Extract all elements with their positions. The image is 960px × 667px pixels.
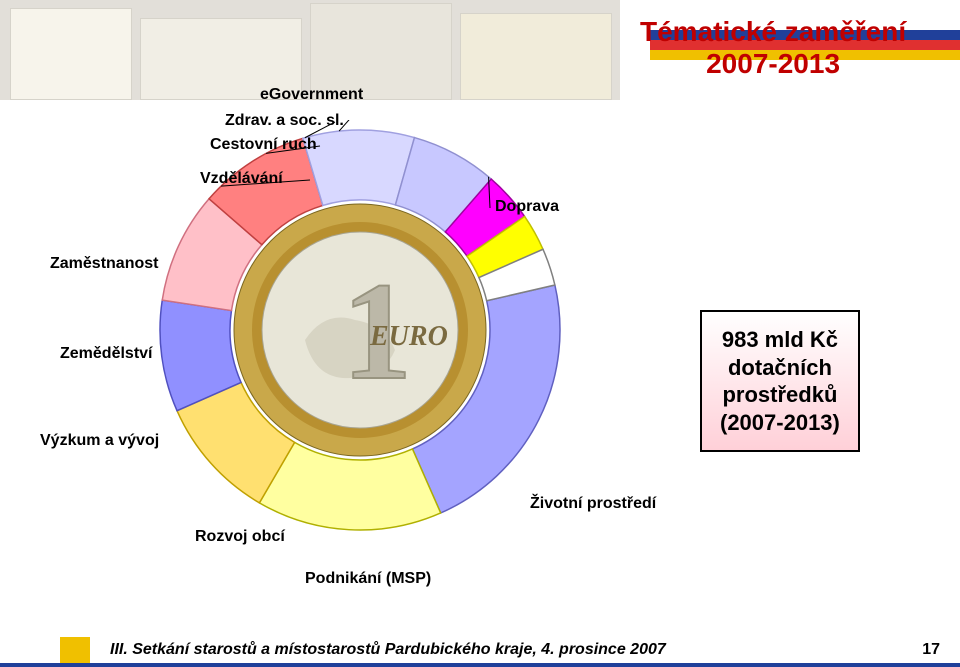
label-rozvoj: Rozvoj obcí: [195, 528, 285, 546]
header-photo-strip: [0, 0, 620, 100]
page-number: 17: [922, 641, 940, 659]
label-doprav: Doprava: [495, 198, 559, 216]
label-podnik: Podnikání (MSP): [305, 570, 431, 588]
info-line-3: prostředků: [722, 382, 837, 407]
page-title: Tématické zaměření 2007-2013: [640, 16, 906, 80]
info-line-1: 983 mld Kč: [722, 327, 838, 352]
footer-text: III. Setkání starostů a místostarostů Pa…: [110, 641, 666, 659]
info-line-4: (2007-2013): [720, 410, 840, 435]
label-cest: Cestovní ruch: [210, 136, 317, 154]
title-line1: Tématické zaměření: [640, 16, 906, 47]
euro-coin-icon: 1EURO: [232, 202, 488, 458]
label-zamest: Zaměstnanost: [50, 255, 158, 273]
info-box: 983 mld Kč dotačních prostředků (2007-20…: [700, 310, 860, 452]
label-zdrav: Zdrav. a soc. sl.: [225, 112, 344, 130]
label-zemed: Zemědělství: [60, 345, 152, 363]
label-vzdel: Vzdělávání: [200, 170, 283, 188]
info-line-2: dotačních: [728, 355, 832, 380]
coin-euro-text: EURO: [369, 321, 448, 352]
label-vyzkum: Výzkum a vývoj: [40, 432, 159, 450]
title-line2: 2007-2013: [706, 48, 840, 79]
label-zivpr: Životní prostředí: [530, 495, 656, 513]
label-egov: eGovernment: [260, 86, 363, 104]
